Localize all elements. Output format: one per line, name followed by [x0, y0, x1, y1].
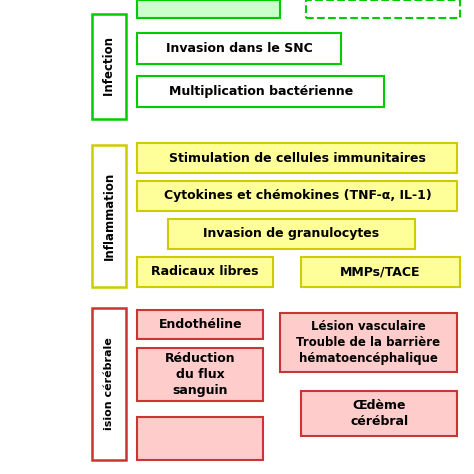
FancyBboxPatch shape [137, 33, 341, 64]
FancyBboxPatch shape [92, 145, 126, 287]
Text: Œdème
cérébral: Œdème cérébral [350, 399, 408, 428]
Text: Réduction
du flux
sanguin: Réduction du flux sanguin [165, 352, 236, 397]
FancyBboxPatch shape [168, 219, 415, 249]
Text: Infecti⁠on: Infecti⁠on [102, 37, 116, 96]
FancyBboxPatch shape [137, 76, 384, 107]
Text: Cytokines et chémokines (TNF-α, IL-1): Cytokines et chémokines (TNF-α, IL-1) [164, 190, 431, 202]
FancyBboxPatch shape [137, 417, 263, 460]
Text: Radicaux libres: Radicaux libres [151, 265, 259, 278]
FancyBboxPatch shape [137, 181, 457, 211]
FancyBboxPatch shape [280, 313, 457, 372]
Text: Stimulation de cellules immunitaires: Stimulation de cellules immunitaires [169, 152, 426, 164]
FancyBboxPatch shape [137, 257, 273, 287]
Text: Invasion de granulocytes: Invasion de granulocytes [203, 228, 380, 240]
Text: Endothéline: Endothéline [158, 318, 242, 331]
Text: Inflammation: Inflammation [102, 172, 116, 260]
Text: Multiplication bactérienne: Multiplication bactérienne [169, 85, 353, 98]
FancyBboxPatch shape [92, 308, 126, 460]
FancyBboxPatch shape [137, 0, 280, 18]
FancyBboxPatch shape [301, 257, 460, 287]
FancyBboxPatch shape [306, 0, 460, 18]
FancyBboxPatch shape [301, 391, 457, 436]
Text: Lésion vasculaire
Trouble de la barrière
hématoencéphalique: Lésion vasculaire Trouble de la barrière… [296, 320, 441, 365]
Text: ision cérébrale: ision cérébrale [104, 337, 114, 430]
Text: Invasion dans le SNC: Invasion dans le SNC [166, 42, 313, 55]
FancyBboxPatch shape [92, 14, 126, 118]
FancyBboxPatch shape [137, 143, 457, 173]
FancyBboxPatch shape [137, 348, 263, 401]
FancyBboxPatch shape [137, 310, 263, 339]
Text: MMPs/TACE: MMPs/TACE [340, 265, 420, 278]
